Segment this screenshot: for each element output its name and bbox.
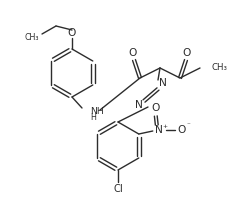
- Text: NH: NH: [90, 107, 104, 116]
- Text: N: N: [159, 78, 167, 88]
- Text: O: O: [129, 48, 137, 58]
- Text: Cl: Cl: [113, 184, 123, 194]
- Text: +: +: [162, 124, 167, 128]
- Text: H: H: [90, 112, 96, 122]
- Text: O: O: [68, 28, 76, 38]
- Text: O: O: [152, 103, 160, 113]
- Text: CH₃: CH₃: [25, 32, 39, 42]
- Text: O: O: [178, 125, 186, 135]
- Text: CH₃: CH₃: [212, 63, 228, 72]
- Text: ⁻: ⁻: [187, 122, 191, 128]
- Text: N: N: [155, 125, 163, 135]
- Text: N: N: [135, 100, 143, 110]
- Text: O: O: [183, 48, 191, 58]
